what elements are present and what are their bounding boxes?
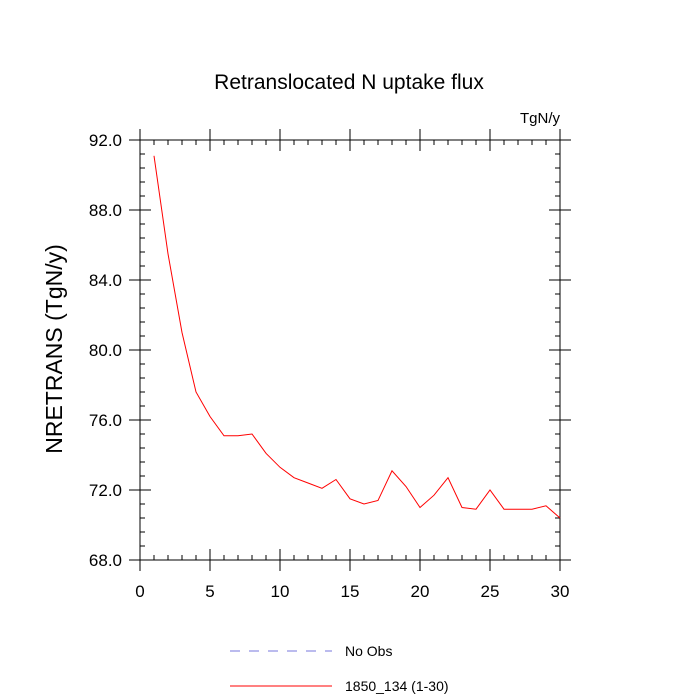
- y-tick-label: 80.0: [89, 341, 122, 360]
- x-tick-label: 20: [411, 582, 430, 601]
- series-line-1850-134-1-30-: [153, 155, 561, 519]
- y-tick-label: 84.0: [89, 271, 122, 290]
- legend: No Obs 1850_134 (1-30): [230, 643, 449, 694]
- axis-ticks: [129, 129, 571, 571]
- x-tick-labels: 0 5 10 15 20 25 30: [135, 582, 569, 601]
- x-tick-label: 15: [341, 582, 360, 601]
- y-axis-label: NRETRANS (TgN/y): [41, 244, 67, 454]
- y-tick-label: 72.0: [89, 481, 122, 500]
- y-tick-labels: 68.0 72.0 76.0 80.0 84.0 88.0 92.0: [89, 131, 122, 570]
- y-tick-label: 76.0: [89, 411, 122, 430]
- x-tick-label: 30: [551, 582, 570, 601]
- y-tick-label: 68.0: [89, 551, 122, 570]
- x-tick-label: 5: [205, 582, 214, 601]
- chart-title: Retranslocated N uptake flux: [214, 71, 484, 94]
- plot-frame: [139, 139, 561, 561]
- y-tick-label: 92.0: [89, 131, 122, 150]
- series-layer: [153, 155, 561, 519]
- units-label: TgN/y: [520, 110, 561, 127]
- legend-label-no-obs: No Obs: [345, 643, 392, 659]
- x-tick-label: 0: [135, 582, 144, 601]
- x-tick-label: 25: [481, 582, 500, 601]
- x-tick-label: 10: [271, 582, 290, 601]
- legend-label-1850-134: 1850_134 (1-30): [345, 678, 449, 694]
- y-tick-label: 88.0: [89, 201, 122, 220]
